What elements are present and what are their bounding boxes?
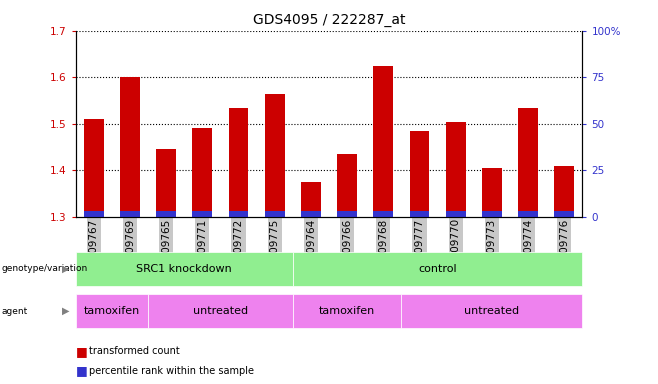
Text: SRC1 knockdown: SRC1 knockdown [136, 264, 232, 274]
Bar [228, 108, 249, 217]
Bar [120, 211, 140, 217]
Text: control: control [418, 264, 457, 274]
Bar [192, 129, 213, 217]
Text: untreated: untreated [193, 306, 248, 316]
Text: genotype/variation: genotype/variation [1, 264, 88, 273]
Bar [518, 211, 538, 217]
Text: ■: ■ [76, 345, 88, 358]
Bar [554, 211, 574, 217]
Bar [156, 149, 176, 217]
Bar [445, 121, 466, 217]
Bar [192, 211, 213, 217]
Bar [84, 211, 104, 217]
Bar [373, 66, 393, 217]
Text: tamoxifen: tamoxifen [84, 306, 140, 316]
Bar [228, 211, 249, 217]
Text: GDS4095 / 222287_at: GDS4095 / 222287_at [253, 13, 405, 27]
Bar [518, 108, 538, 217]
Bar [84, 119, 104, 217]
Bar [337, 211, 357, 217]
Text: ■: ■ [76, 364, 88, 377]
Bar [409, 211, 430, 217]
Bar [301, 211, 321, 217]
Bar [265, 211, 285, 217]
Bar [337, 154, 357, 217]
Text: percentile rank within the sample: percentile rank within the sample [89, 366, 254, 376]
Text: untreated: untreated [465, 306, 519, 316]
Text: ▶: ▶ [62, 264, 69, 274]
Bar [554, 166, 574, 217]
Bar [482, 168, 502, 217]
Text: tamoxifen: tamoxifen [319, 306, 375, 316]
Bar [409, 131, 430, 217]
Text: transformed count: transformed count [89, 346, 180, 356]
Bar [445, 211, 466, 217]
Bar [265, 94, 285, 217]
Bar [373, 211, 393, 217]
Bar [301, 182, 321, 217]
Bar [156, 211, 176, 217]
Text: ▶: ▶ [62, 306, 69, 316]
Text: agent: agent [1, 306, 28, 316]
Bar [120, 77, 140, 217]
Bar [482, 211, 502, 217]
